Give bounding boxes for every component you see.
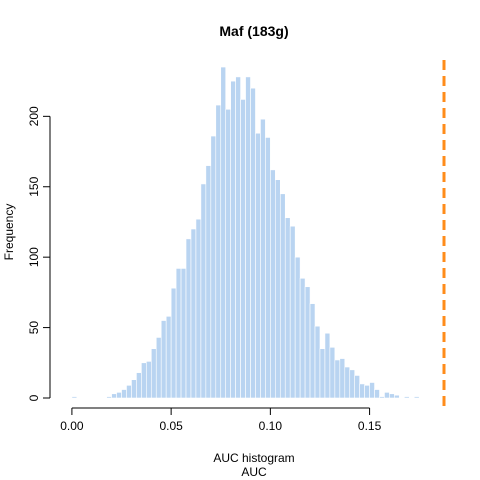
y-tick-label: 200	[27, 106, 41, 126]
y-axis-label: Frequency	[2, 204, 16, 261]
histogram-bar	[255, 132, 261, 399]
histogram-bar	[389, 393, 395, 399]
histogram-bar	[413, 396, 420, 399]
histogram-bar	[284, 217, 291, 399]
histogram-bar	[369, 382, 375, 399]
histogram-bar	[374, 389, 380, 399]
histogram-bar	[279, 193, 286, 399]
y-tick-label: 150	[27, 176, 41, 196]
y-axis: 0 50 100 150 200	[27, 106, 51, 401]
histogram-bar	[150, 348, 157, 399]
x-axis: 0.00 0.05 0.10 0.15	[60, 407, 382, 433]
histogram-bar	[146, 361, 152, 399]
histogram-bar	[160, 320, 167, 399]
histogram-bar	[220, 66, 227, 399]
histogram-bar	[131, 379, 137, 399]
chart-title: Maf (183g)	[219, 23, 288, 39]
histogram-bar	[329, 346, 336, 399]
histogram-bar	[210, 135, 217, 399]
histogram-bar	[180, 268, 187, 399]
histogram-bar	[71, 396, 78, 399]
y-tick-label: 100	[27, 247, 41, 267]
histogram-bar	[116, 392, 122, 399]
histogram-bar	[170, 287, 177, 399]
histogram-bar	[230, 80, 236, 399]
histogram-bar	[200, 183, 207, 399]
histogram-bar	[245, 76, 251, 399]
histogram-bar	[126, 385, 132, 399]
histogram-bar	[195, 218, 202, 399]
x-axis-label-line1: AUC histogram	[213, 451, 294, 465]
histogram-bar	[136, 372, 142, 399]
x-tick-label: 0.05	[159, 419, 183, 433]
histogram-bar	[275, 179, 281, 399]
histogram-bar	[334, 359, 341, 399]
histogram-bar	[265, 137, 271, 399]
histogram-bar	[270, 169, 276, 399]
histogram-bar	[121, 389, 127, 399]
histogram-bar	[215, 104, 222, 399]
histogram-bar	[344, 366, 351, 399]
histogram-bar	[289, 225, 296, 399]
histogram-bar	[294, 256, 301, 399]
histogram-bar	[364, 385, 370, 399]
histogram-bar	[240, 99, 246, 399]
histogram-bar	[185, 238, 192, 399]
histogram-bar	[260, 118, 266, 399]
histogram-bar	[359, 383, 365, 399]
histogram-bar	[349, 369, 356, 399]
histogram-bar	[384, 392, 390, 399]
histogram-bar	[324, 332, 331, 399]
histogram-bar	[225, 108, 231, 399]
histogram-bar	[404, 396, 410, 399]
histogram-bar	[111, 393, 117, 399]
histogram-bar	[165, 316, 172, 399]
histogram-bar	[314, 325, 321, 399]
x-axis-label: AUC	[241, 465, 267, 479]
histogram-bar	[106, 396, 112, 399]
histogram-bar	[299, 277, 306, 399]
histogram-bar	[304, 286, 311, 399]
histogram-bar	[205, 165, 212, 399]
histogram-bar	[235, 76, 241, 399]
x-tick-label: 0.15	[358, 419, 382, 433]
x-tick-label: 0.00	[60, 419, 84, 433]
histogram-bar	[354, 375, 360, 399]
histogram-bar	[155, 337, 162, 399]
histogram-bar	[141, 362, 147, 399]
histogram-bar	[379, 396, 385, 399]
histogram-bar	[250, 87, 256, 399]
histogram-bar	[190, 228, 197, 399]
histogram-bar	[175, 268, 182, 399]
histogram-bar	[319, 348, 326, 399]
histogram-bar	[394, 394, 400, 399]
histogram-bars	[71, 66, 420, 399]
y-tick-label: 50	[27, 321, 41, 335]
histogram-bar	[309, 303, 316, 399]
x-tick-label: 0.10	[259, 419, 283, 433]
y-tick-label: 0	[27, 394, 41, 401]
histogram-bar	[339, 358, 346, 399]
